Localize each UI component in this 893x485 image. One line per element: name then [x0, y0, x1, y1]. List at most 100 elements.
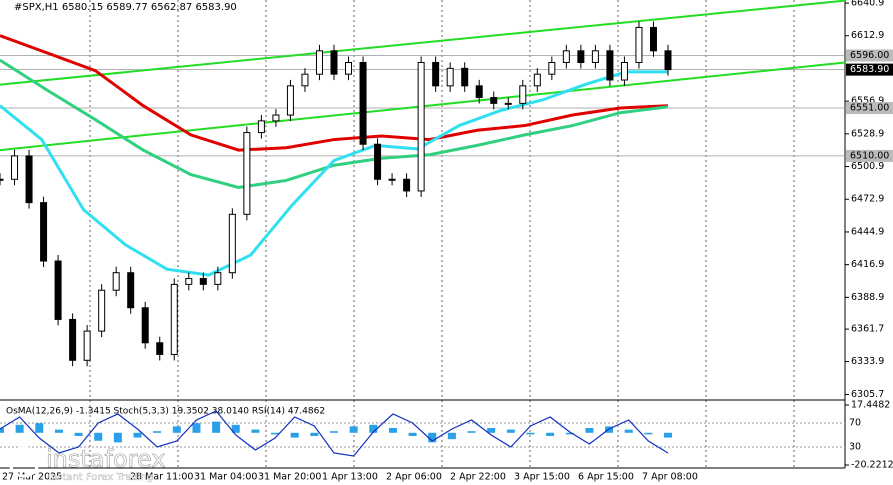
indicator-level-label: 30: [849, 442, 861, 453]
logo-tagline: Instant Forex Trading: [48, 472, 153, 483]
candle: [98, 289, 106, 332]
y-tick-label: 6612.9: [851, 30, 884, 41]
candle: [214, 272, 222, 285]
osma-bar: [388, 428, 397, 433]
y-tick-label: 6640.9: [851, 0, 884, 9]
osma-bar: [644, 432, 653, 435]
candle: [591, 50, 599, 63]
x-tick-label: 6 Apr 15:00: [578, 472, 634, 483]
candle: [40, 202, 48, 262]
candle: [620, 61, 628, 81]
candle: [315, 50, 323, 75]
x-tick-label: 31 Mar 04:00: [194, 472, 257, 483]
candle: [112, 272, 120, 291]
osma-bar: [0, 428, 4, 433]
candle: [345, 61, 353, 75]
osma-bar: [467, 431, 476, 433]
candle: [0, 178, 4, 181]
x-tick-label: 2 Apr 22:00: [450, 472, 506, 483]
osma-bar: [133, 432, 142, 438]
candle: [170, 283, 178, 355]
y-tick-label: 6444.9: [851, 226, 884, 237]
candle: [649, 26, 657, 52]
osma-bar: [546, 432, 555, 436]
osma-bar: [271, 432, 280, 435]
candle: [25, 155, 33, 204]
osma-bar: [172, 426, 181, 433]
osma-bar: [506, 429, 515, 433]
candle: [490, 97, 498, 104]
y-tick-label: 6388.9: [851, 292, 884, 303]
osma-bar: [565, 432, 574, 435]
x-tick-label: 1 Apr 13:00: [322, 472, 378, 483]
candle: [127, 272, 135, 309]
candle: [69, 318, 77, 361]
moving-average: [0, 70, 668, 277]
price-level-label: 6510.00: [850, 150, 889, 161]
stoch-line: [0, 410, 669, 457]
candle: [446, 67, 454, 87]
candle: [664, 50, 672, 71]
candle: [403, 178, 411, 192]
osma-bar: [526, 432, 535, 435]
y-tick-label: 6556.9: [851, 96, 884, 107]
y-tick-label: 6500.9: [851, 161, 884, 172]
indicator-label: OsMA(12,26,9) -1.3415 Stoch(5,3,3) 19.35…: [6, 407, 325, 417]
indicator-tick-label: -20.2212: [851, 460, 893, 471]
candle: [548, 61, 556, 75]
x-tick-label: 2 Apr 06:00: [386, 472, 442, 483]
x-tick-label: 28 Mar 11:00: [130, 472, 193, 483]
logo-icon: [8, 446, 40, 478]
price-label-box: [846, 149, 893, 162]
candle: [475, 85, 483, 99]
candle: [504, 102, 512, 105]
candle: [432, 61, 440, 87]
candle: [388, 178, 396, 181]
trendline: [0, 0, 846, 86]
osma-bar: [447, 432, 456, 440]
candle: [461, 67, 469, 87]
candle: [635, 26, 643, 63]
osma-bar: [310, 432, 319, 436]
osma-bar: [408, 432, 417, 436]
osma-bar: [251, 429, 260, 433]
osma-bar: [330, 431, 338, 433]
price-level-label: 6596.00: [850, 50, 889, 61]
candle: [243, 132, 251, 215]
price-level-label: 6551.00: [850, 103, 889, 114]
osma-bar: [94, 432, 103, 441]
candle: [417, 61, 425, 192]
osma-bar: [153, 431, 162, 433]
osma-bar: [212, 421, 221, 433]
y-tick-label: 6416.9: [851, 259, 884, 270]
candle: [54, 260, 62, 320]
osma-bar: [231, 424, 240, 433]
candle: [199, 278, 207, 285]
candle: [374, 143, 382, 180]
osma-bar: [664, 432, 672, 438]
y-tick-label: 6333.9: [851, 356, 884, 367]
price-level-label: 6583.90: [850, 64, 889, 75]
osma-bar: [349, 426, 358, 433]
price-label-box: [846, 63, 893, 76]
candle: [141, 307, 149, 344]
y-tick-label: 6361.7: [851, 324, 884, 335]
osma-bar: [487, 428, 496, 433]
logo: instaforex Instant Forex Trading: [8, 445, 166, 483]
price-label-box: [846, 102, 893, 115]
candle: [359, 61, 367, 145]
osma-bar: [192, 423, 201, 433]
candle: [562, 50, 570, 63]
y-tick-label: 6305.7: [851, 389, 884, 400]
osma-bar: [585, 428, 594, 433]
candle: [301, 73, 309, 87]
osma-bar: [369, 424, 378, 433]
candle: [606, 50, 614, 81]
osma-bar: [113, 432, 122, 443]
candle: [185, 278, 193, 285]
candle: [272, 114, 280, 122]
candle: [577, 50, 585, 63]
indicator-level-label: 70: [849, 418, 861, 429]
candle: [156, 342, 164, 355]
